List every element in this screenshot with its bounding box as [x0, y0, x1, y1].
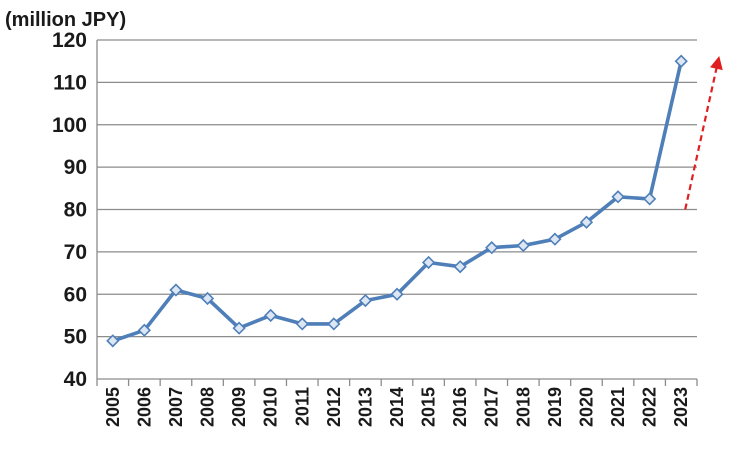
x-tick-labels: 2005 2006 2007 2008 2009 2010 2011 2012 2013 2014… [103, 387, 691, 427]
y-tick-label: 80 [64, 199, 87, 222]
x-tick-label-2011: 2011 [292, 387, 312, 426]
y-tick-label: 50 [64, 326, 87, 349]
trend-arrow-shaft [684, 65, 719, 210]
y-tick-label: 100 [52, 114, 87, 137]
x-tick-label-2006: 2006 [134, 387, 154, 427]
data-point-2015 [421, 255, 436, 270]
y-tick-label: 70 [64, 241, 87, 264]
x-tick-label-2014: 2014 [387, 387, 407, 427]
x-tick-label-2013: 2013 [355, 387, 375, 427]
x-tick-label-2018: 2018 [513, 387, 533, 427]
x-tick-label-2007: 2007 [166, 387, 186, 427]
x-tick-label-2009: 2009 [229, 387, 249, 427]
data-point-2005 [106, 334, 120, 348]
y-tick-label: 40 [64, 368, 87, 391]
x-tick-label-2016: 2016 [450, 387, 470, 427]
x-tick-label-2023: 2023 [671, 387, 691, 427]
annotation-layer [684, 56, 723, 210]
y-tick-label: 90 [64, 156, 87, 179]
data-point-2017 [485, 241, 499, 255]
data-point-2019 [548, 232, 562, 246]
data-point-2007 [169, 283, 183, 297]
y-unit-label: (million JPY) [5, 9, 126, 31]
x-tick-label-2017: 2017 [482, 387, 502, 427]
data-point-2009 [232, 321, 246, 335]
x-tick-label-2022: 2022 [640, 387, 660, 427]
data-point-2008 [200, 291, 215, 306]
data-point-2010 [264, 308, 278, 323]
data-point-2006 [137, 323, 151, 337]
x-tick-label-2015: 2015 [419, 387, 439, 427]
series-layer [106, 54, 688, 348]
x-tick-label-2019: 2019 [545, 387, 565, 427]
data-point-2011 [295, 317, 309, 331]
data-point-2020 [579, 215, 594, 229]
trend-arrow-head [710, 56, 723, 71]
data-point-2012 [327, 317, 341, 331]
data-point-2018 [516, 238, 530, 253]
y-tick-label: 60 [64, 283, 87, 306]
data-point-2014 [390, 287, 404, 301]
y-tick-label: 120 [52, 29, 87, 52]
x-tick-label-2010: 2010 [261, 387, 281, 427]
axes [96, 40, 698, 386]
x-tick-label-2021: 2021 [608, 387, 628, 427]
x-tick-label-2005: 2005 [103, 387, 123, 427]
data-point-2022 [643, 192, 657, 206]
y-tick-label: 110 [53, 71, 87, 94]
y-tick-labels: 40 50 60 70 80 90 100 110 120 [52, 29, 87, 391]
data-point-2013 [358, 293, 373, 308]
x-tick-label-2012: 2012 [324, 387, 344, 427]
x-tick-label-2008: 2008 [198, 387, 218, 427]
data-point-2023 [674, 54, 688, 68]
data-point-2016 [453, 260, 467, 274]
x-tick-label-2020: 2020 [576, 387, 596, 427]
data-point-2021 [611, 190, 625, 204]
